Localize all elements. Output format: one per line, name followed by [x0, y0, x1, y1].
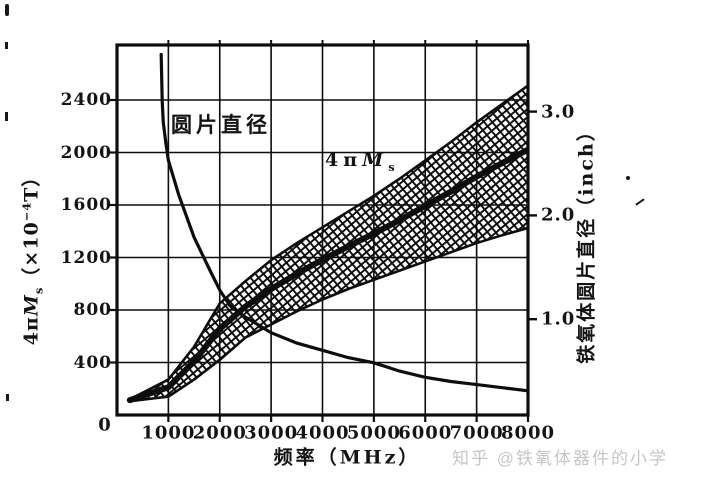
x-tick-label: 4000: [295, 422, 350, 444]
annotation-4pims-pre: 4π: [325, 149, 363, 171]
scan-speck: [5, 4, 9, 16]
scan-speck: [5, 42, 8, 49]
annotation-4pims-symbol: M: [362, 149, 389, 171]
scan-speck: [6, 394, 9, 401]
x-tick-label: 3000: [244, 422, 299, 444]
x-tick-label: 2000: [192, 422, 247, 444]
scan-speck: [5, 112, 8, 121]
annotation-4pims-subscript: s: [388, 159, 400, 174]
x-axis-title: 频率（MHz）: [273, 446, 421, 469]
y-left-tick-label: 400: [73, 352, 112, 373]
x-tick-label: 5000: [346, 422, 401, 444]
x-tick-label: 8000: [500, 422, 556, 444]
y-left-tick-label: 1200: [60, 247, 112, 268]
y-left-tick-label: 1600: [60, 195, 112, 215]
y-right-tick-label: 2.0: [541, 204, 576, 226]
y-left-title-post: T）: [20, 166, 43, 202]
y-left-title-superscript: −4: [19, 201, 34, 222]
x-tick-label: 7000: [449, 422, 504, 444]
y-left-tick-label: 2000: [60, 142, 112, 163]
x-tick-label: 0: [98, 414, 112, 436]
y-left-title-subscript: s: [31, 286, 46, 295]
y-left-title-mid: （×10: [20, 221, 43, 287]
x-tick-label: 1000: [141, 422, 196, 444]
watermark: 知乎 @铁氧体器件的小学: [452, 449, 668, 468]
y-right-tick-label: 1.0: [541, 308, 576, 330]
y-left-title-pre: 4π: [20, 316, 43, 346]
y-left-tick-label: 800: [73, 300, 112, 320]
x-tick-label: 6000: [398, 422, 453, 444]
annotation-4pims: 4πMs: [325, 149, 400, 174]
y-left-title-symbol: M: [20, 294, 43, 317]
y-axis-title-left: 4πMs（×10−4T）: [17, 166, 46, 346]
scan-speck: [626, 176, 630, 180]
y-left-tick-label: 2400: [60, 90, 112, 110]
y-axis-title-right: 铁氧体圆片直径（inch）: [575, 120, 598, 364]
annotation-disc-diameter: 圆片直径: [171, 112, 271, 137]
y-right-tick-label: 3.0: [541, 101, 576, 123]
